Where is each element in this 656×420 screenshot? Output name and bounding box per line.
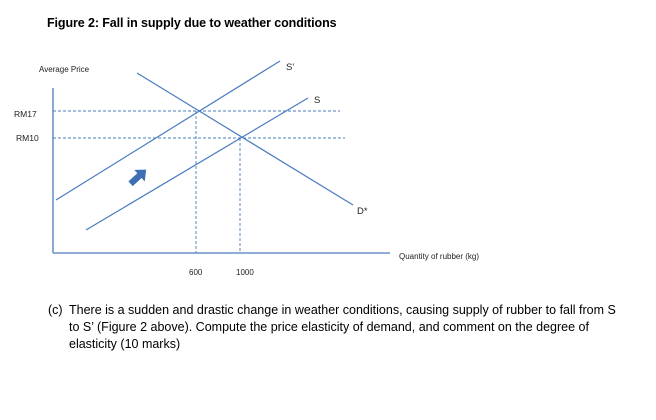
supply-old-label: S [314, 95, 320, 106]
question-text: There is a sudden and drastic change in … [69, 303, 616, 351]
question-marker: (c) [48, 303, 63, 317]
demand-curve [136, 72, 354, 206]
price-tick-rm10: RM10 [16, 133, 39, 143]
supply-curve-old [85, 97, 309, 231]
x-axis-label: Quantity of rubber (kg) [399, 252, 479, 261]
supply-new-label: S' [286, 62, 294, 73]
y-axis-label: Average Price [39, 65, 90, 74]
up-right-arrow-icon [128, 169, 147, 187]
supply-demand-diagram: Average Price Quantity of rubber (kg) RM… [14, 60, 479, 277]
quantity-tick-1000: 1000 [236, 268, 254, 277]
price-tick-rm17: RM17 [14, 109, 37, 119]
supply-curve-new [55, 60, 281, 201]
question-c: (c) There is a sudden and drastic change… [48, 302, 628, 353]
quantity-tick-600: 600 [189, 268, 203, 277]
demand-label: D* [357, 206, 368, 217]
figure-title: Figure 2: Fall in supply due to weather … [47, 16, 337, 30]
